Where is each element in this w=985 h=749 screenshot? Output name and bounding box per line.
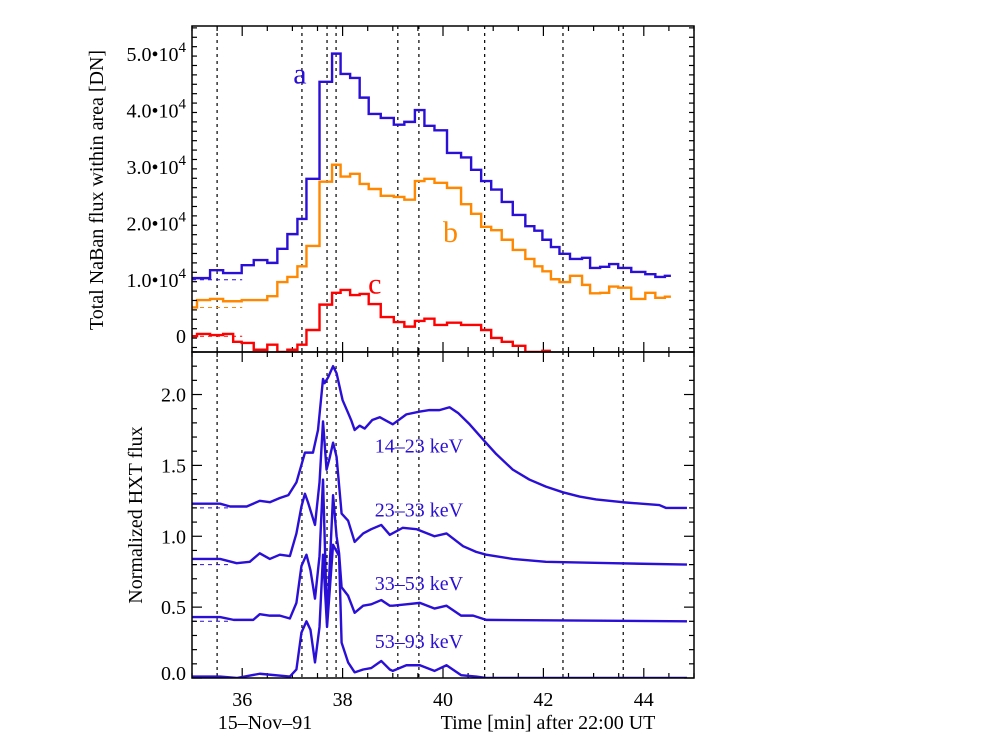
series-a-line [192, 52, 671, 280]
hxt-band-label: 23–33 keV [375, 499, 464, 521]
plot-area [192, 52, 671, 352]
plot-area [192, 364, 687, 678]
x-tick-label: 42 [533, 689, 553, 711]
hxt-band-line [192, 543, 687, 678]
y-tick-label: 0.5 [161, 597, 186, 619]
y-tick-exponent: 4 [179, 209, 187, 225]
date-label: 15–Nov–91 [218, 712, 312, 734]
x-axis-title: Time [min] after 22:00 UT [441, 712, 656, 734]
y-tick-exponent: 4 [179, 153, 187, 169]
y-tick-mantissa: 4.0•10 [126, 101, 178, 123]
y-tick-label: 4.0•104 [126, 97, 186, 123]
y-tick-label: 1.0 [161, 526, 186, 548]
y-tick-label: 5.0•104 [126, 40, 186, 66]
y-tick-mantissa: 0 [176, 326, 186, 348]
x-tick-label: 44 [634, 689, 654, 711]
hxt-band-label: 14–23 keV [375, 436, 464, 458]
y-tick-exponent: 4 [179, 40, 187, 56]
x-tick-label: 40 [433, 689, 453, 711]
y-tick-mantissa: 5.0•10 [126, 44, 178, 66]
series-label-b: b [443, 216, 458, 249]
y-tick-label: 2.0•104 [126, 209, 186, 235]
panel-frame [191, 351, 695, 679]
top-y-axis-title: Total NaBan flux within area [DN] [86, 50, 108, 330]
series-label-a: a [293, 58, 306, 91]
y-tick-label: 3.0•104 [126, 153, 186, 179]
hxt-band-label: 33–53 keV [375, 573, 464, 595]
hxt-band-label: 53–93 keV [375, 631, 464, 653]
y-tick-exponent: 4 [179, 266, 187, 282]
hxt-band-line [192, 478, 687, 624]
hxt-band-line [192, 420, 687, 566]
y-tick-mantissa: 3.0•10 [126, 157, 178, 179]
bottom-panel-hxt: 0.0 0.5 1.0 1.5 2.0 36 38 40 42 44 14–23 keV 23–33 … [161, 351, 695, 711]
y-tick-label: 1.5 [161, 455, 186, 477]
y-tick-label: 0 [176, 326, 186, 348]
series-b-line [192, 163, 671, 309]
series-label-c: c [368, 267, 381, 300]
x-tick-label: 36 [232, 689, 252, 711]
y-tick-mantissa: 1.0•10 [126, 270, 178, 292]
y-tick-mantissa: 2.0•10 [126, 213, 178, 235]
bottom-y-axis-title: Normalized HXT flux [125, 426, 147, 603]
y-tick-exponent: 4 [179, 97, 187, 113]
y-tick-label: 1.0•104 [126, 266, 186, 292]
hxt-band-line [192, 364, 687, 510]
y-tick-label: 0.0 [161, 663, 186, 685]
x-tick-label: 38 [333, 689, 353, 711]
series-c-line [192, 288, 551, 352]
y-tick-label: 2.0 [161, 385, 186, 407]
panel-frame [191, 25, 695, 353]
